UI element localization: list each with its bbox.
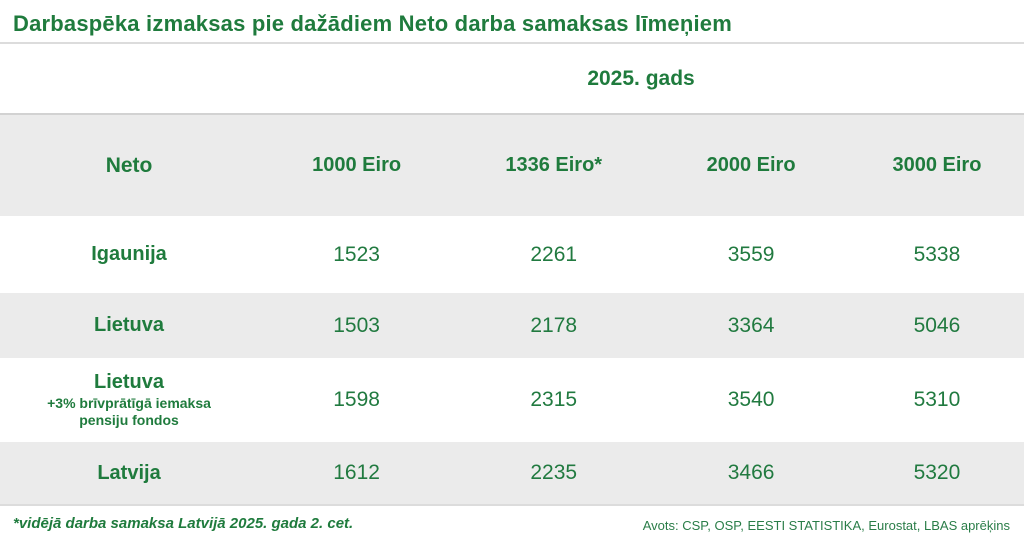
table-cell: 1523	[333, 242, 380, 266]
table-row-igaunija: Igaunija 1523 2261 3559 5338	[0, 216, 1024, 293]
table-row-latvija: Latvija 1612 2235 3466 5320	[0, 442, 1024, 504]
table-cell: 1612	[333, 461, 380, 484]
row-label: Lietuva	[94, 314, 165, 336]
row-label: Igaunija	[91, 243, 167, 265]
page-title: Darbaspēka izmaksas pie dažādiem Neto da…	[13, 10, 732, 36]
table-cell: 1598	[333, 388, 380, 411]
title-bar: Darbaspēka izmaksas pie dažādiem Neto da…	[0, 0, 1024, 44]
table-cell: 5046	[913, 313, 961, 337]
footnote: *vidējā darba samaksa Latvijā 2025. gada…	[13, 515, 354, 532]
column-header-1000-eiro: 1000 Eiro	[312, 154, 402, 176]
table-cell: 3364	[727, 313, 775, 337]
row-label: Lietuva +3% brīvprātīgā iemaksa pensiju …	[0, 358, 258, 442]
table-cell: 5310	[913, 388, 961, 411]
year-header: 2025. gads	[587, 66, 695, 90]
column-header-3000-eiro: 3000 Eiro	[892, 154, 982, 176]
row-label-sub: +3% brīvprātīgā iemaksa pensiju fondos	[47, 394, 211, 429]
column-header-2000-eiro: 2000 Eiro	[706, 154, 796, 176]
column-header-1336-eiro: 1336 Eiro*	[505, 154, 603, 176]
source-note: Avots: CSP, OSP, EESTI STATISTIKA, Euros…	[642, 518, 1010, 533]
table-header-row: Neto 1000 Eiro 1336 Eiro* 2000 Eiro 3000…	[0, 114, 1024, 216]
table-cell: 2178	[530, 313, 578, 337]
table-cell: 3466	[727, 461, 775, 484]
table-cell: 2261	[530, 242, 578, 266]
table-row-lietuva: Lietuva 1503 2178 3364 5046	[0, 293, 1024, 358]
table-cell: 5320	[913, 461, 961, 484]
table-cell: 3559	[727, 242, 775, 266]
table-cell: 5338	[913, 242, 961, 266]
column-header-neto: Neto	[105, 153, 153, 177]
row-label-main: Lietuva	[94, 370, 165, 393]
row-label: Latvija	[97, 461, 161, 484]
labor-cost-table: Neto 1000 Eiro 1336 Eiro* 2000 Eiro 3000…	[0, 113, 1024, 504]
table-cell: 3540	[727, 388, 775, 411]
table-row-lietuva-pension: Lietuva +3% brīvprātīgā iemaksa pensiju …	[0, 358, 1024, 442]
table-cell: 2235	[530, 461, 578, 484]
year-row: 2025. gads	[0, 44, 1024, 113]
table-cell: 2315	[530, 388, 578, 411]
table-cell: 1503	[333, 313, 380, 337]
footer: *vidējā darba samaksa Latvijā 2025. gada…	[0, 504, 1024, 550]
